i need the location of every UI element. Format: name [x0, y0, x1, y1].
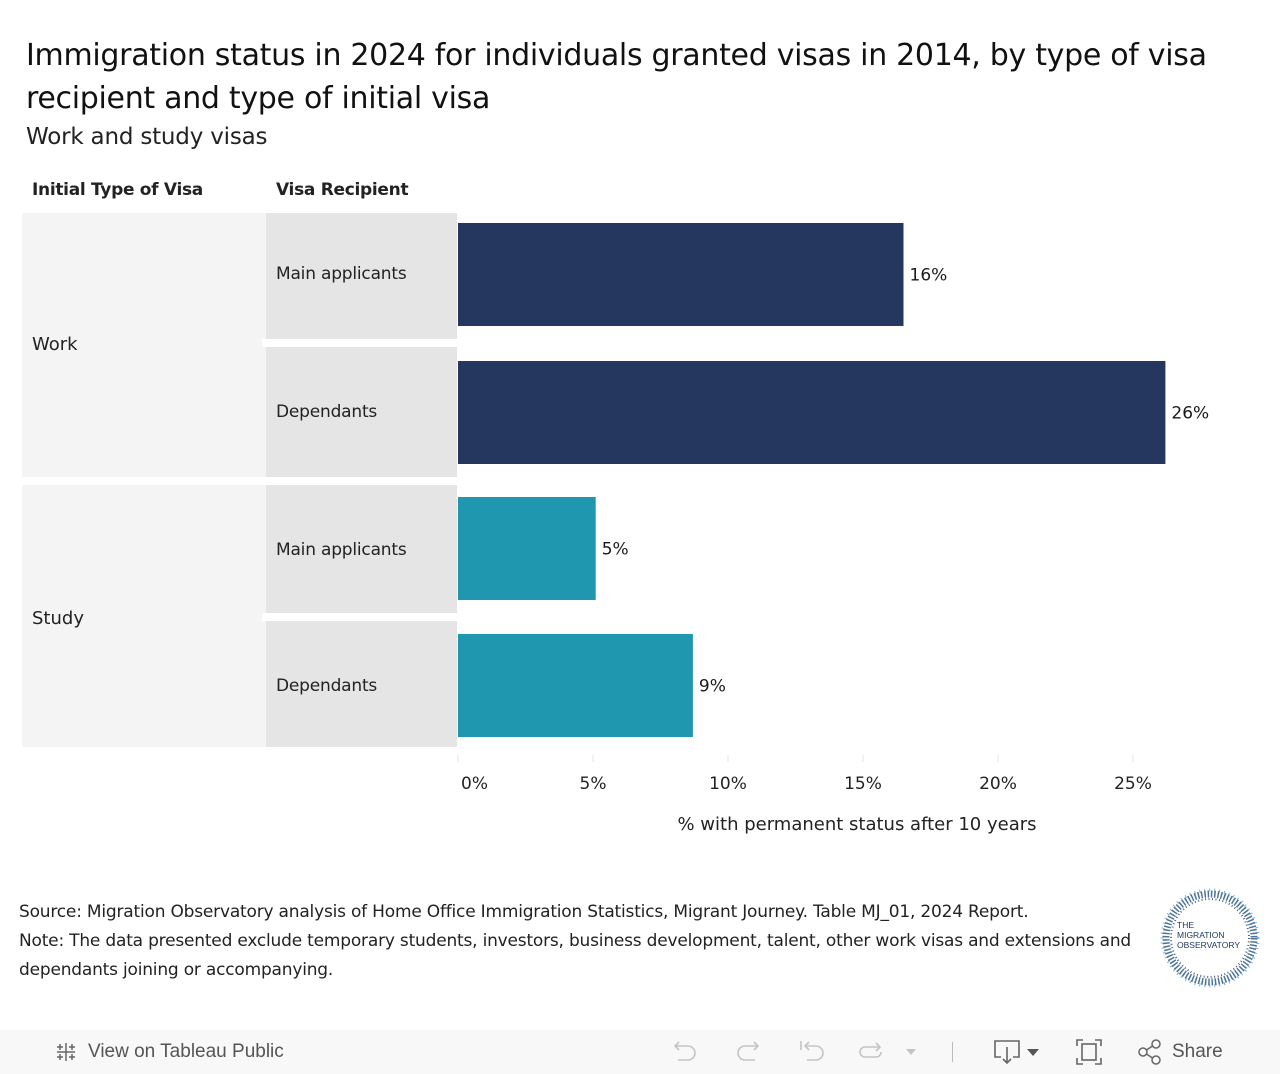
chart-subtitle: Work and study visas — [26, 124, 268, 150]
undo-button[interactable] — [670, 1030, 700, 1074]
undo-icon — [673, 1041, 696, 1061]
row-header-work-main: Main applicants — [266, 213, 457, 339]
share-icon — [1138, 1039, 1161, 1065]
recipient-label: Dependants — [276, 676, 378, 696]
view-on-tableau-label: View on Tableau Public — [88, 1041, 284, 1062]
recipient-label: Dependants — [276, 402, 378, 422]
bar-data-label: 16% — [910, 266, 948, 286]
tableau-toolbar: View on Tableau Public Share — [0, 1030, 1280, 1074]
column-header-initial-visa-type: Initial Type of Visa — [32, 180, 203, 200]
fullscreen-button[interactable] — [1074, 1030, 1104, 1074]
bar-data-label: 26% — [1171, 404, 1209, 424]
row-separator — [262, 613, 458, 621]
bar-study-main-applicants[interactable] — [458, 497, 596, 600]
recipient-label: Main applicants — [276, 264, 407, 284]
x-axis-title: % with permanent status after 10 years — [677, 814, 1036, 835]
view-on-tableau-public-link[interactable]: View on Tableau Public — [52, 1030, 284, 1074]
download-icon — [994, 1040, 1020, 1065]
recipient-label: Main applicants — [276, 540, 407, 560]
x-tick-label: 0% — [461, 774, 488, 794]
group-label-study: Study — [32, 608, 84, 629]
group-label-work: Work — [32, 334, 78, 355]
bar-work-dependants[interactable] — [458, 361, 1166, 464]
toolbar-divider — [952, 1042, 953, 1062]
x-tick-label: 15% — [844, 774, 882, 794]
refresh-icon — [859, 1042, 882, 1058]
fullscreen-icon — [1076, 1039, 1102, 1065]
row-group-work: Work — [22, 213, 266, 477]
chart-title: Immigration status in 2024 for individua… — [26, 38, 1207, 116]
bar-data-label: 9% — [699, 677, 726, 697]
row-group-study: Study — [22, 485, 266, 747]
redo-button[interactable] — [733, 1030, 763, 1074]
bar-study-dependants[interactable] — [458, 634, 693, 737]
x-tick-label: 25% — [1114, 774, 1152, 794]
source-text: Source: Migration Observatory analysis o… — [19, 902, 1029, 922]
share-label: Share — [1172, 1041, 1223, 1062]
share-button[interactable]: Share — [1136, 1030, 1223, 1074]
row-separator — [262, 339, 458, 347]
column-header-visa-recipient: Visa Recipient — [276, 180, 409, 200]
refresh-dropdown-button[interactable] — [905, 1030, 917, 1074]
x-tick-label: 20% — [979, 774, 1017, 794]
migration-observatory-logo-icon — [1160, 888, 1260, 988]
bar-work-main-applicants[interactable] — [458, 223, 904, 326]
note-text: Note: The data presented exclude tempora… — [19, 931, 1131, 980]
logo-text: THE MIGRATION OBSERVATORY — [1177, 920, 1240, 950]
download-button[interactable] — [992, 1030, 1040, 1074]
redo-icon — [737, 1041, 760, 1061]
row-header-work-dependants: Dependants — [266, 347, 457, 477]
footer-notes: Source: Migration Observatory analysis o… — [19, 898, 1149, 985]
dropdown-icon — [906, 1049, 916, 1055]
x-tick-label: 5% — [580, 774, 607, 794]
row-header-study-main: Main applicants — [266, 485, 457, 613]
x-tick-label: 10% — [709, 774, 747, 794]
dropdown-icon — [1027, 1049, 1039, 1056]
bar-data-label: 5% — [602, 540, 629, 560]
tableau-logo-icon — [57, 1043, 75, 1061]
refresh-button[interactable] — [856, 1030, 886, 1074]
row-header-study-dependants: Dependants — [266, 621, 457, 747]
revert-button[interactable] — [797, 1030, 827, 1074]
revert-icon — [800, 1041, 824, 1061]
